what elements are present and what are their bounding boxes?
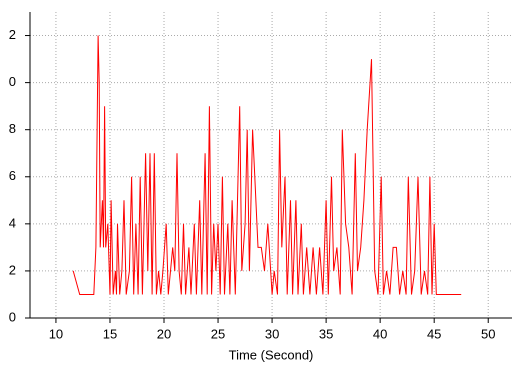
y-tick-label: 0 — [9, 309, 16, 324]
y-tick-label: 4 — [9, 215, 16, 230]
x-tick-label: 30 — [265, 326, 279, 341]
x-axis-label: Time (Second) — [229, 347, 314, 362]
y-tick-label: 8 — [9, 121, 16, 136]
y-tick-label: 2 — [9, 262, 16, 277]
y-tick-label: 6 — [9, 168, 16, 183]
x-tick-label: 50 — [481, 326, 495, 341]
x-tick-label: 40 — [373, 326, 387, 341]
data-line — [72, 35, 462, 295]
x-tick-label: 35 — [319, 326, 333, 341]
y-tick-label: 2 — [9, 27, 16, 42]
y-tick-label: 0 — [9, 74, 16, 89]
x-tick-label: 45 — [427, 326, 441, 341]
x-tick-label: 10 — [49, 326, 63, 341]
x-tick-label: 15 — [103, 326, 117, 341]
x-tick-label: 20 — [157, 326, 171, 341]
x-tick-label: 25 — [211, 326, 225, 341]
